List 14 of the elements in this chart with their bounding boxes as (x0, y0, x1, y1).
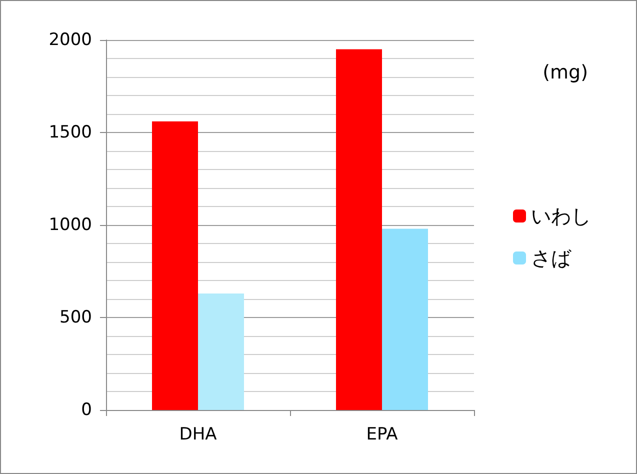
text: (mg) (542, 62, 588, 84)
x-tick-label: DHA (179, 424, 218, 444)
bar (336, 49, 382, 410)
x-tick-label: EPA (366, 424, 398, 444)
y-tick-label: 1500 (48, 122, 92, 142)
bar (382, 228, 428, 410)
y-tick-label: 0 (81, 400, 92, 420)
legend-label: いわし (531, 204, 591, 228)
bar (198, 293, 244, 410)
y-tick-label: 2000 (48, 30, 92, 50)
bar (152, 121, 198, 410)
y-tick-label: 1000 (48, 215, 92, 235)
legend-label: さば (531, 246, 572, 270)
y-tick-label: 500 (60, 308, 92, 328)
